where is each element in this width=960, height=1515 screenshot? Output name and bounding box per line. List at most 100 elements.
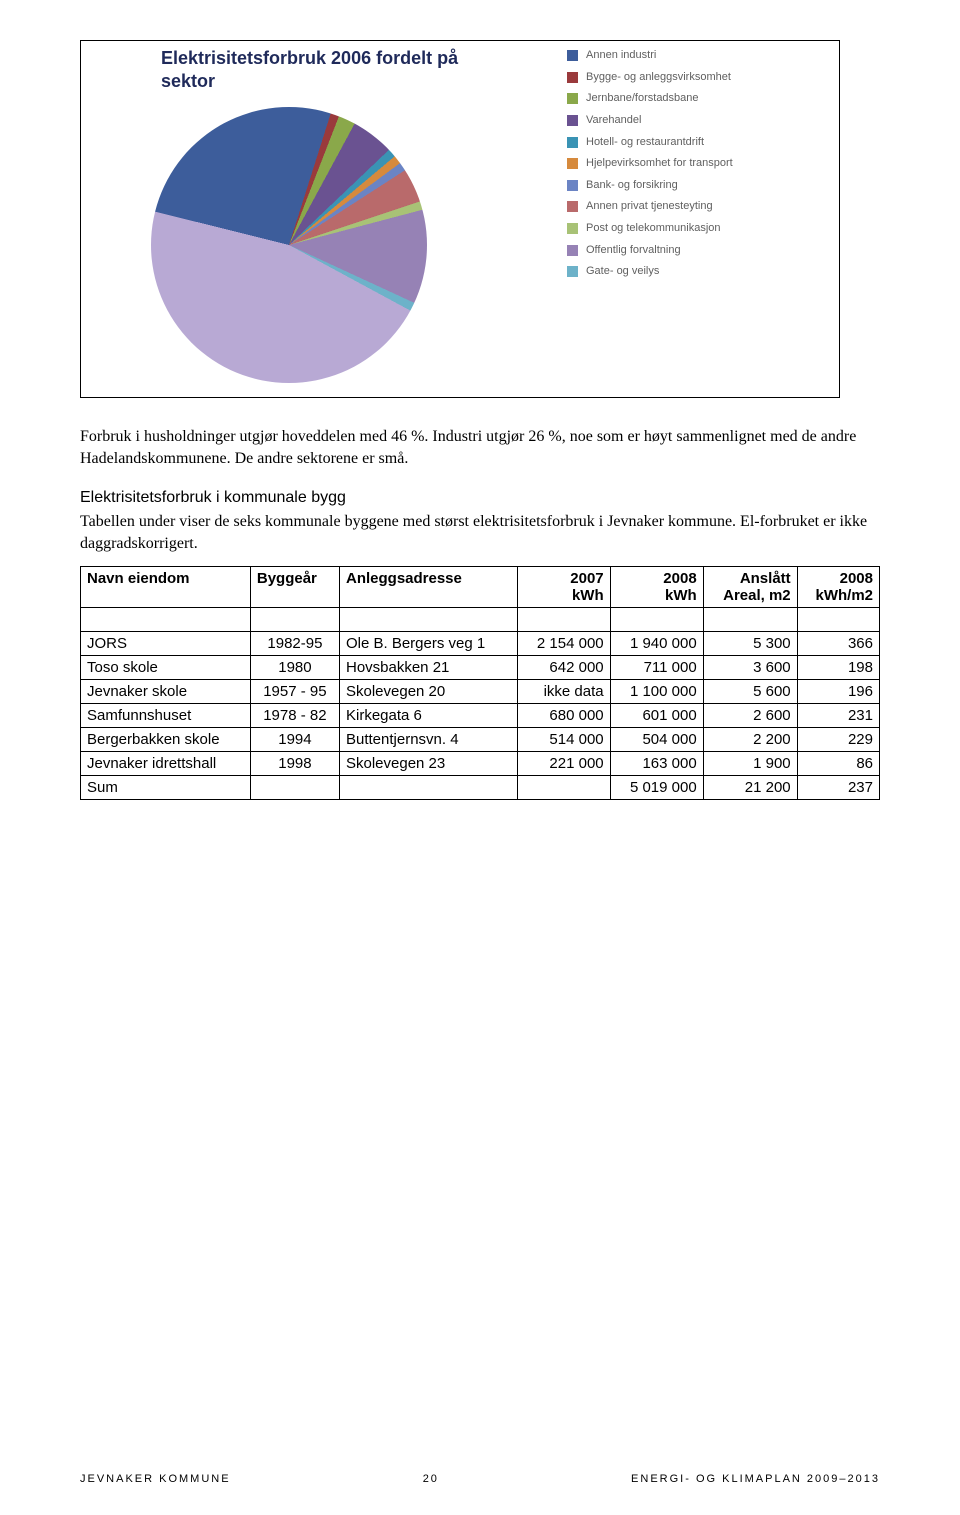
cell-year: 1982-95 bbox=[250, 632, 339, 656]
legend-item: Post og telekommunikasjon bbox=[567, 222, 817, 235]
page-footer: JEVNAKER KOMMUNE 20 ENERGI- OG KLIMAPLAN… bbox=[80, 1473, 880, 1485]
table-row: Jevnaker skole1957 - 95Skolevegen 20ikke… bbox=[81, 680, 880, 704]
legend-label: Bygge- og anleggsvirksomhet bbox=[586, 71, 817, 84]
table-row: Samfunnshuset1978 - 82Kirkegata 6680 000… bbox=[81, 704, 880, 728]
legend-label: Annen privat tjenesteyting bbox=[586, 200, 817, 213]
cell-year: 1980 bbox=[250, 656, 339, 680]
cell-name: Jevnaker idrettshall bbox=[81, 752, 251, 776]
cell-v2008: 601 000 bbox=[610, 704, 703, 728]
cell-addr: Ole B. Bergers veg 1 bbox=[339, 632, 517, 656]
cell-kwhm2: 366 bbox=[797, 632, 879, 656]
cell-v2008: 163 000 bbox=[610, 752, 703, 776]
legend-swatch bbox=[567, 137, 578, 148]
col-addr: Anleggsadresse bbox=[339, 567, 517, 608]
cell-v2008: 1 100 000 bbox=[610, 680, 703, 704]
cell-v2007: 680 000 bbox=[517, 704, 610, 728]
cell-addr: Skolevegen 20 bbox=[339, 680, 517, 704]
cell-kwhm2: 86 bbox=[797, 752, 879, 776]
cell-year: 1998 bbox=[250, 752, 339, 776]
legend-swatch bbox=[567, 201, 578, 212]
cell-v2007: ikke data bbox=[517, 680, 610, 704]
legend-label: Jernbane/forstadsbane bbox=[586, 92, 817, 105]
pie-graphic bbox=[151, 107, 427, 383]
sum-2007 bbox=[517, 776, 610, 800]
legend-swatch bbox=[567, 93, 578, 104]
cell-name: JORS bbox=[81, 632, 251, 656]
legend-item: Annen privat tjenesteyting bbox=[567, 200, 817, 213]
legend-label: Annen industri bbox=[586, 49, 817, 62]
cell-name: Jevnaker skole bbox=[81, 680, 251, 704]
cell-name: Samfunnshuset bbox=[81, 704, 251, 728]
table-row: JORS1982-95Ole B. Bergers veg 12 154 000… bbox=[81, 632, 880, 656]
cell-v2008: 711 000 bbox=[610, 656, 703, 680]
cell-year: 1978 - 82 bbox=[250, 704, 339, 728]
table-row: Toso skole1980Hovsbakken 21642 000711 00… bbox=[81, 656, 880, 680]
footer-page: 20 bbox=[423, 1473, 439, 1485]
sum-area: 21 200 bbox=[703, 776, 797, 800]
cell-name: Toso skole bbox=[81, 656, 251, 680]
buildings-table: Navn eiendom Byggeår Anleggsadresse 2007… bbox=[80, 566, 880, 800]
legend-label: Bank- og forsikring bbox=[586, 179, 817, 192]
footer-right: ENERGI- OG KLIMAPLAN 2009–2013 bbox=[631, 1473, 880, 1485]
legend-swatch bbox=[567, 50, 578, 61]
sum-empty bbox=[250, 776, 339, 800]
col-name: Navn eiendom bbox=[81, 567, 251, 608]
section-heading: Elektrisitetsforbruk i kommunale bygg bbox=[80, 489, 880, 507]
col-kwhm2: 2008kWh/m2 bbox=[797, 567, 879, 608]
cell-v2007: 2 154 000 bbox=[517, 632, 610, 656]
legend-item: Hotell- og restaurantdrift bbox=[567, 136, 817, 149]
cell-kwhm2: 198 bbox=[797, 656, 879, 680]
legend-item: Bygge- og anleggsvirksomhet bbox=[567, 71, 817, 84]
table-row: Bergerbakken skole1994Buttentjernsvn. 4 5… bbox=[81, 728, 880, 752]
cell-kwhm2: 231 bbox=[797, 704, 879, 728]
cell-v2007: 221 000 bbox=[517, 752, 610, 776]
legend-item: Jernbane/forstadsbane bbox=[567, 92, 817, 105]
legend-swatch bbox=[567, 158, 578, 169]
sum-kwhm2: 237 bbox=[797, 776, 879, 800]
paragraph-table-intro: Tabellen under viser de seks kommunale b… bbox=[80, 511, 880, 554]
table-header-row: Navn eiendom Byggeår Anleggsadresse 2007… bbox=[81, 567, 880, 608]
col-2007: 2007kWh bbox=[517, 567, 610, 608]
col-year: Byggeår bbox=[250, 567, 339, 608]
cell-area: 5 600 bbox=[703, 680, 797, 704]
legend-item: Hjelpevirksomhet for transport bbox=[567, 157, 817, 170]
cell-year: 1994 bbox=[250, 728, 339, 752]
legend-item: Varehandel bbox=[567, 114, 817, 127]
cell-kwhm2: 229 bbox=[797, 728, 879, 752]
cell-area: 5 300 bbox=[703, 632, 797, 656]
legend-label: Gate- og veilys bbox=[586, 265, 817, 278]
cell-addr: Hovsbakken 21 bbox=[339, 656, 517, 680]
legend-label: Varehandel bbox=[586, 114, 817, 127]
cell-name: Bergerbakken skole bbox=[81, 728, 251, 752]
cell-addr: Buttentjernsvn. 4 bbox=[339, 728, 517, 752]
cell-year: 1957 - 95 bbox=[250, 680, 339, 704]
paragraph-summary: Forbruk i husholdninger utgjør hoveddele… bbox=[80, 426, 880, 469]
legend-item: Gate- og veilys bbox=[567, 265, 817, 278]
chart-title: Elektrisitetsforbruk 2006 fordelt på sek… bbox=[161, 47, 501, 92]
legend-label: Offentlig forvaltning bbox=[586, 244, 817, 257]
footer-left: JEVNAKER KOMMUNE bbox=[80, 1473, 231, 1485]
chart-legend: Annen industri Bygge- og anleggsvirksomhe… bbox=[567, 49, 817, 287]
cell-v2007: 642 000 bbox=[517, 656, 610, 680]
col-2008: 2008kWh bbox=[610, 567, 703, 608]
sum-empty bbox=[339, 776, 517, 800]
sum-2008: 5 019 000 bbox=[610, 776, 703, 800]
cell-kwhm2: 196 bbox=[797, 680, 879, 704]
cell-addr: Kirkegata 6 bbox=[339, 704, 517, 728]
legend-swatch bbox=[567, 223, 578, 234]
cell-v2008: 504 000 bbox=[610, 728, 703, 752]
legend-item: Annen industri bbox=[567, 49, 817, 62]
legend-label: Post og telekommunikasjon bbox=[586, 222, 817, 235]
legend-swatch bbox=[567, 245, 578, 256]
cell-addr: Skolevegen 23 bbox=[339, 752, 517, 776]
table-spacer-row bbox=[81, 608, 880, 632]
table-row: Jevnaker idrettshall1998Skolevegen 23221… bbox=[81, 752, 880, 776]
legend-item: Bank- og forsikring bbox=[567, 179, 817, 192]
cell-area: 2 600 bbox=[703, 704, 797, 728]
col-area: AnslåttAreal, m2 bbox=[703, 567, 797, 608]
pie-chart: Elektrisitetsforbruk 2006 fordelt på sek… bbox=[80, 40, 840, 398]
cell-v2008: 1 940 000 bbox=[610, 632, 703, 656]
cell-area: 1 900 bbox=[703, 752, 797, 776]
table-sum-row: Sum5 019 00021 200237 bbox=[81, 776, 880, 800]
legend-swatch bbox=[567, 266, 578, 277]
